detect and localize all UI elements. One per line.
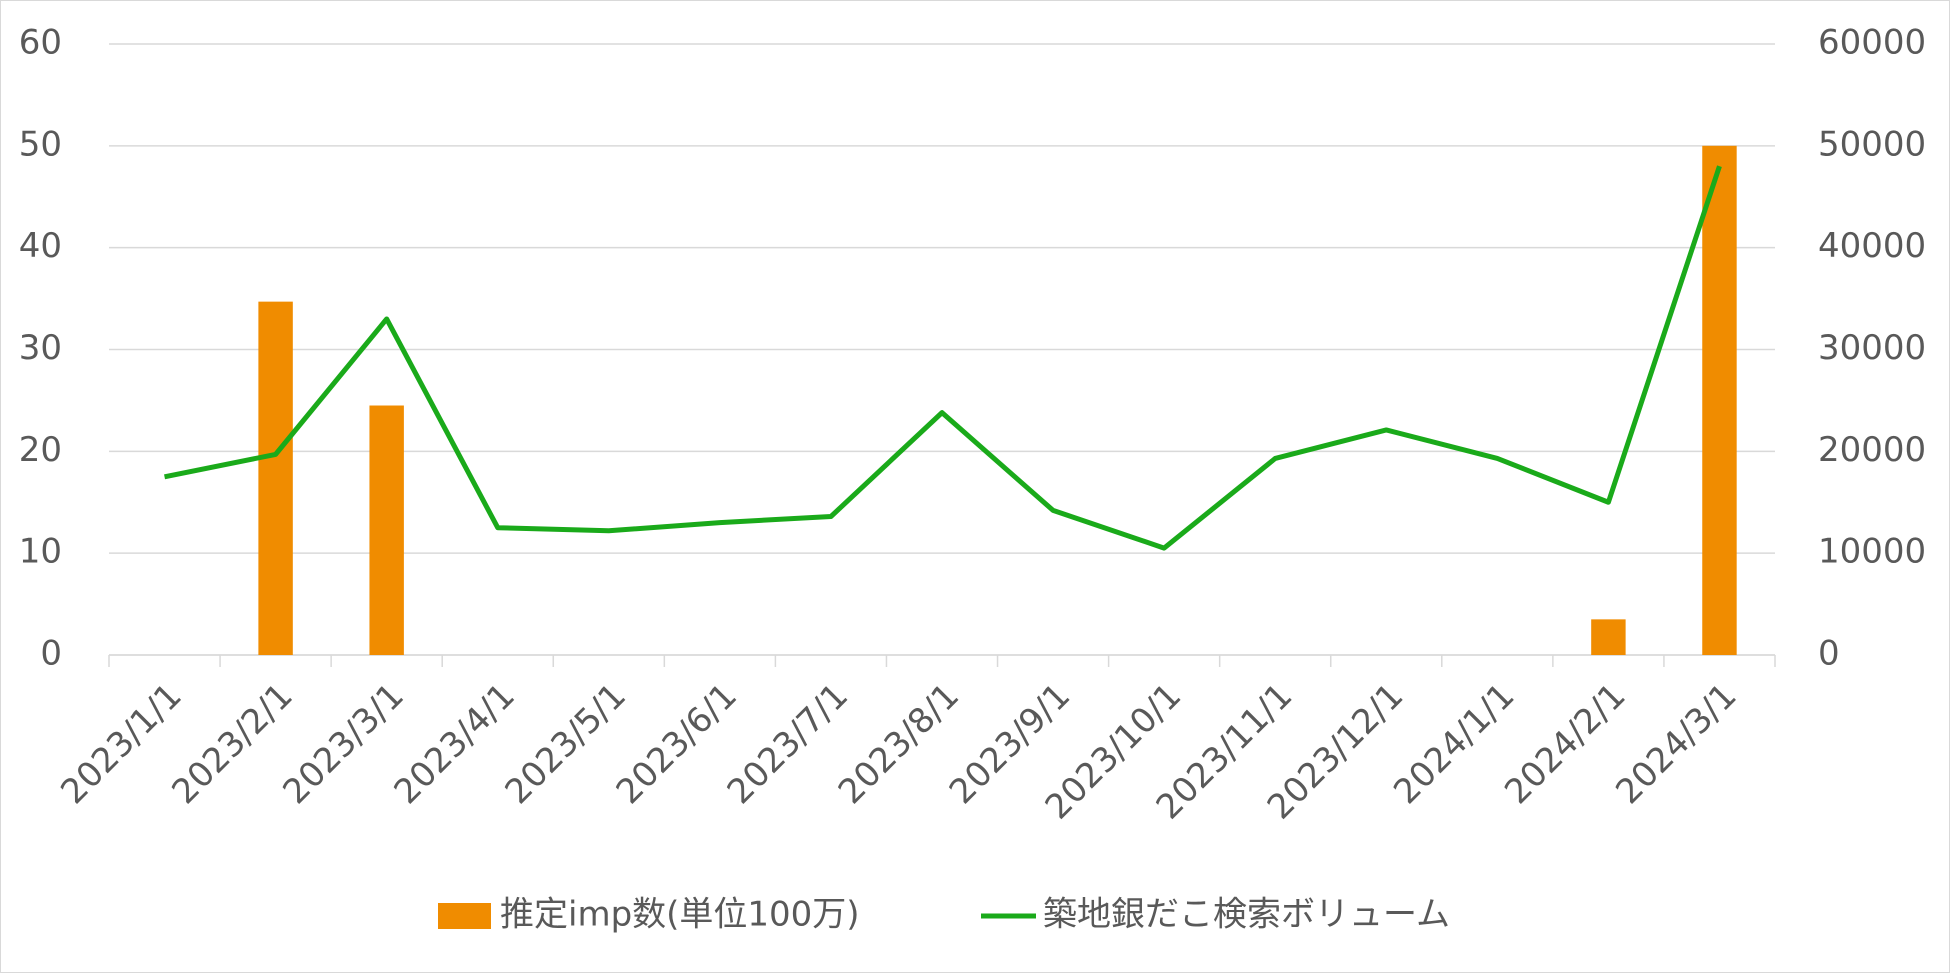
y-tick-label: 50 xyxy=(19,124,62,164)
y-tick-label: 0 xyxy=(40,634,62,674)
bar xyxy=(369,405,404,655)
y2-tick-label: 20000 xyxy=(1818,430,1926,470)
y2-tick-label: 0 xyxy=(1818,634,1840,674)
y2-tick-label: 40000 xyxy=(1818,226,1926,266)
y-tick-label: 30 xyxy=(19,328,62,368)
y-tick-label: 60 xyxy=(19,23,62,63)
y2-tick-label: 50000 xyxy=(1818,124,1926,164)
legend-swatch xyxy=(438,903,491,929)
y-tick-label: 40 xyxy=(19,226,62,266)
legend-label: 築地銀だこ検索ボリューム xyxy=(1043,895,1450,935)
y2-tick-label: 10000 xyxy=(1818,532,1926,572)
y2-tick-label: 60000 xyxy=(1818,23,1926,63)
y-tick-label: 20 xyxy=(19,430,62,470)
y-tick-label: 10 xyxy=(19,532,62,572)
y2-tick-label: 30000 xyxy=(1818,328,1926,368)
bar xyxy=(258,301,293,655)
bar xyxy=(1702,145,1737,656)
legend-label: 推定imp数(単位100万) xyxy=(500,895,860,935)
bar xyxy=(1591,619,1626,655)
line xyxy=(164,165,1722,551)
